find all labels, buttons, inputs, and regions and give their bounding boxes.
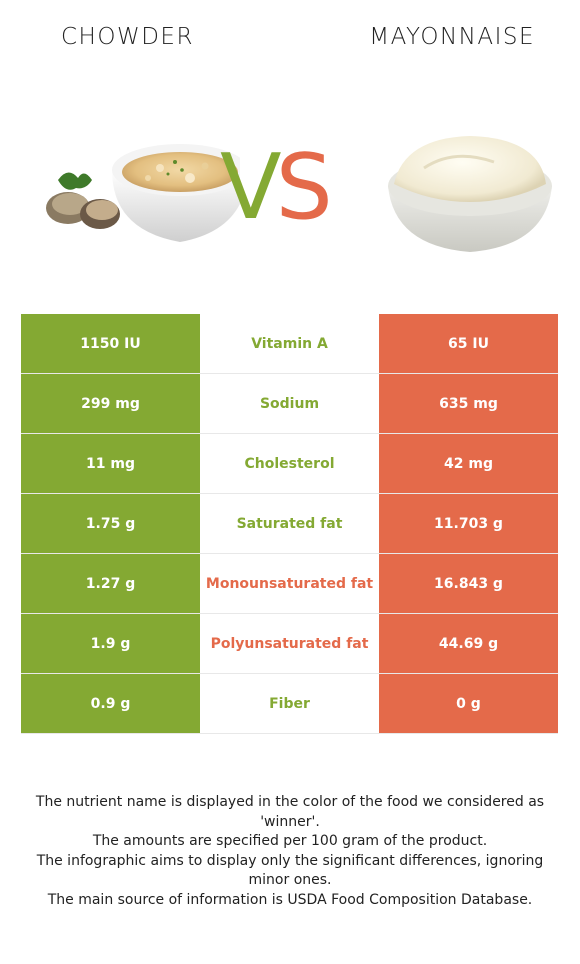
right-value: 44.69 g	[379, 613, 558, 674]
table-row: 299 mg Sodium 635 mg	[21, 373, 558, 434]
nutrient-name: Vitamin A	[200, 314, 379, 374]
table-row: 0.9 g Fiber 0 g	[21, 673, 558, 734]
left-value: 1150 IU	[21, 314, 200, 374]
right-value: 65 IU	[379, 314, 558, 374]
left-value: 1.27 g	[21, 553, 200, 614]
right-value: 11.703 g	[379, 493, 558, 554]
footnote-aim: The infographic aims to display only the…	[36, 852, 544, 889]
table-row: 11 mg Cholesterol 42 mg	[21, 433, 558, 494]
left-value: 1.75 g	[21, 493, 200, 554]
nutrient-name: Sodium	[200, 373, 379, 434]
right-food-title: MAYONNAISE	[369, 24, 535, 50]
table-row: 1.75 g Saturated fat 11.703 g	[21, 493, 558, 554]
right-value: 42 mg	[379, 433, 558, 494]
table-row: 1.27 g Monounsaturated fat 16.843 g	[21, 553, 558, 614]
nutrient-name: Cholesterol	[200, 433, 379, 494]
mayonnaise-image	[388, 136, 552, 252]
left-value: 1.9 g	[21, 613, 200, 674]
right-value: 635 mg	[379, 373, 558, 434]
vs-s: S	[275, 135, 333, 240]
vs-v: V	[220, 135, 282, 240]
footnote-source: The main source of information is USDA F…	[47, 891, 533, 908]
footnote-amounts: The amounts are specified per 100 gram o…	[92, 833, 488, 849]
right-value: 0 g	[379, 673, 558, 734]
nutrient-name: Monounsaturated fat	[200, 553, 379, 614]
left-food-title: CHOWDER	[61, 24, 194, 50]
footnote-winner: The nutrient name is displayed in the co…	[35, 794, 545, 830]
left-value: 299 mg	[21, 373, 200, 434]
table-row: 1.9 g Polyunsaturated fat 44.69 g	[21, 613, 558, 674]
chowder-image	[46, 144, 240, 242]
footnotes: The nutrient name is displayed in the co…	[20, 793, 560, 910]
nutrient-name: Saturated fat	[200, 493, 379, 554]
nutrient-name: Polyunsaturated fat	[200, 613, 379, 674]
vs-logo: VS	[220, 138, 360, 238]
table-row: 1150 IU Vitamin A 65 IU	[21, 314, 558, 374]
left-value: 11 mg	[21, 433, 200, 494]
nutrient-comparison-table: 1150 IU Vitamin A 65 IU 299 mg Sodium 635 mg 1…	[21, 314, 558, 734]
nutrient-name: Fiber	[200, 673, 379, 734]
left-value: 0.9 g	[21, 673, 200, 734]
right-value: 16.843 g	[379, 553, 558, 614]
